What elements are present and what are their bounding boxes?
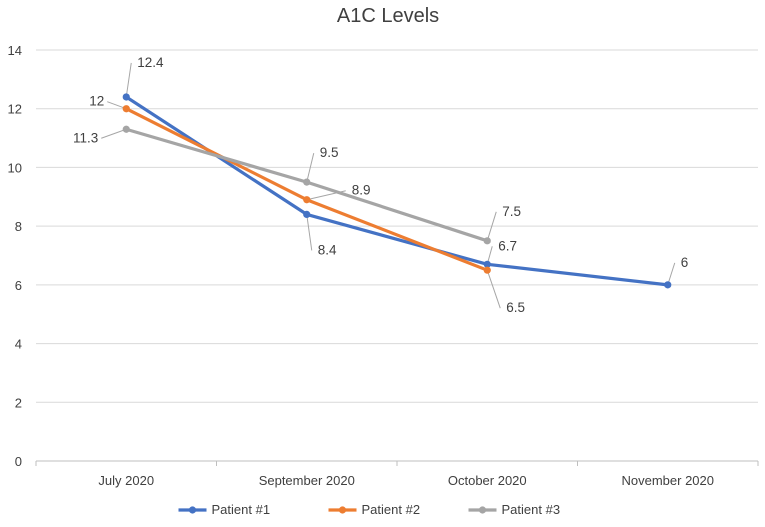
x-tick-label: November 2020 (622, 473, 715, 488)
legend-item-patient-2[interactable]: Patient #2 (328, 502, 421, 517)
series-line-patient-1 (124, 95, 670, 287)
data-label-patient-3: 11.3 (73, 130, 98, 145)
data-label-patient-2: 6.5 (506, 300, 525, 315)
legend: Patient #1 Patient #2 Patient #3 (178, 502, 561, 517)
y-tick-label: 2 (15, 395, 22, 410)
legend-item-patient-1[interactable]: Patient #1 (178, 502, 271, 517)
x-tick-label: September 2020 (259, 473, 355, 488)
legend-label: Patient #3 (502, 502, 561, 517)
data-label-patient-3: 9.5 (320, 145, 339, 160)
y-tick-label: 10 (8, 160, 22, 175)
leader-line (306, 214, 313, 251)
data-points (122, 93, 672, 289)
leader-line (486, 211, 497, 241)
y-tick-label: 14 (8, 43, 22, 58)
data-point-patient-1 (664, 281, 672, 289)
leader-line (667, 262, 676, 286)
data-point-patient-3 (483, 237, 491, 245)
legend-label: Patient #2 (362, 502, 421, 517)
y-tick-label: 6 (15, 278, 22, 293)
data-point-patient-2 (303, 196, 311, 204)
series-lines (124, 95, 670, 287)
legend-label: Patient #1 (212, 502, 271, 517)
data-point-patient-1 (303, 210, 311, 218)
legend-item-patient-3[interactable]: Patient #3 (468, 502, 561, 517)
data-label-patient-3: 7.5 (502, 204, 521, 219)
data-point-patient-3 (122, 125, 130, 133)
y-tick-label: 12 (8, 102, 22, 117)
data-point-patient-2 (483, 266, 491, 274)
data-label-patient-1: 8.4 (318, 242, 337, 257)
data-point-patient-1 (483, 260, 491, 268)
data-labels: 12.4 8.4 6.7 6 12 8.9 6.5 11.3 9.5 7.5 (73, 55, 688, 315)
leader-line (101, 128, 127, 139)
data-label-patient-2: 8.9 (352, 183, 371, 198)
legend-swatch-marker (478, 506, 487, 514)
y-tick-label: 4 (15, 337, 22, 352)
x-tick-label: July 2020 (98, 473, 154, 488)
data-label-patient-2: 12 (89, 94, 104, 109)
data-label-patient-1: 12.4 (137, 55, 164, 70)
label-leaders (101, 62, 676, 309)
data-point-patient-3 (303, 178, 311, 186)
leader-line (306, 190, 346, 201)
gridlines (36, 49, 758, 403)
leader-line (306, 152, 315, 183)
data-label-patient-1: 6.7 (498, 238, 517, 253)
x-tick-label: October 2020 (448, 473, 527, 488)
data-label-patient-1: 6 (681, 255, 689, 270)
leader-line (125, 62, 132, 98)
legend-swatch-marker (188, 506, 197, 514)
chart-title: A1C Levels (337, 5, 439, 27)
leader-line (486, 270, 501, 309)
legend-swatch-marker (338, 506, 347, 514)
y-tick-label: 8 (15, 219, 22, 234)
axes: 0 2 4 6 8 10 12 14 July 2020 September 2020 Octobe… (8, 43, 759, 488)
y-tick-label: 0 (15, 454, 22, 469)
data-point-patient-2 (122, 105, 130, 113)
data-point-patient-1 (122, 93, 130, 101)
